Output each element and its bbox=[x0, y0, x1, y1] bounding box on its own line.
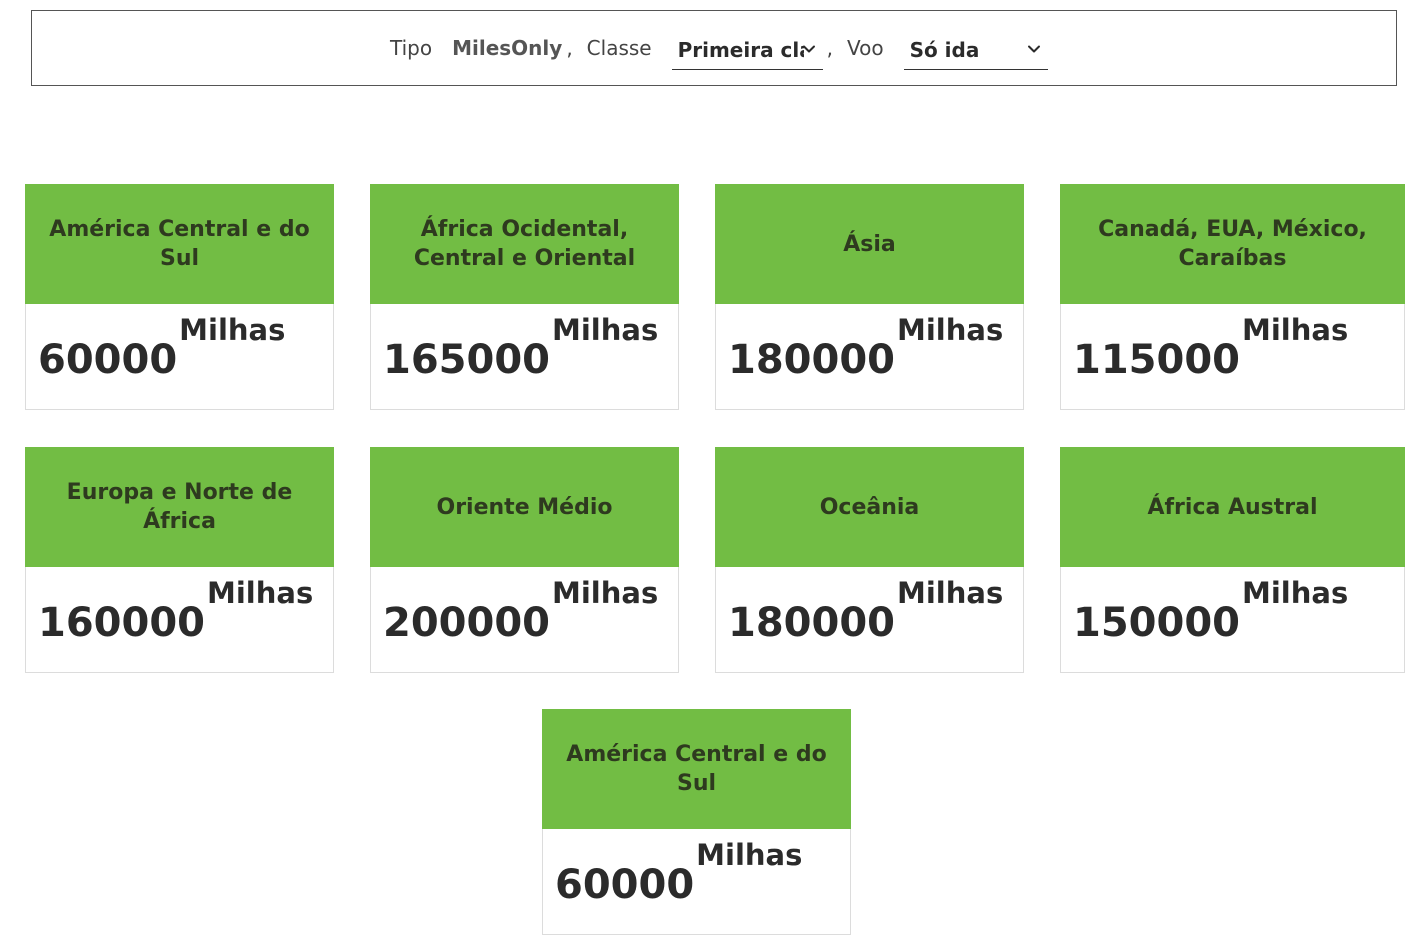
filter-bar: Tipo MilesOnly , Classe Primeira classe … bbox=[31, 10, 1397, 86]
miles-value: 165000 bbox=[383, 337, 550, 383]
miles-value: 160000 bbox=[38, 600, 205, 646]
miles-unit: Milhas bbox=[207, 576, 314, 610]
region-name: América Central e do Sul bbox=[566, 742, 827, 796]
region-card-header: Oceânia bbox=[715, 447, 1024, 567]
region-card[interactable]: Europa e Norte de África 160000Milhas bbox=[25, 447, 334, 673]
region-card-price: 180000Milhas bbox=[728, 576, 1004, 646]
region-card[interactable]: América Central e do Sul 60000Milhas bbox=[25, 184, 334, 410]
region-card-header: África Ocidental, Central e Oriental bbox=[370, 184, 679, 304]
miles-value: 200000 bbox=[383, 600, 550, 646]
voo-select[interactable]: Só ida bbox=[903, 30, 1048, 70]
region-card-header: Europa e Norte de África bbox=[25, 447, 334, 567]
miles-unit: Milhas bbox=[696, 838, 803, 872]
miles-unit: Milhas bbox=[1242, 576, 1349, 610]
chevron-down-icon bbox=[1027, 45, 1040, 53]
region-card[interactable]: Oceânia 180000Milhas bbox=[715, 447, 1024, 673]
region-card-price: 60000Milhas bbox=[555, 838, 803, 908]
miles-value: 60000 bbox=[555, 862, 695, 908]
classe-label: Classe bbox=[586, 36, 652, 60]
miles-value: 180000 bbox=[728, 337, 895, 383]
filter-row: Tipo MilesOnly , Classe Primeira classe … bbox=[390, 11, 1048, 85]
region-card-price: 165000Milhas bbox=[383, 313, 659, 383]
region-card-price: 160000Milhas bbox=[38, 576, 314, 646]
region-card-header: América Central e do Sul bbox=[542, 709, 851, 829]
region-name: África Austral bbox=[1147, 494, 1318, 520]
voo-label: Voo bbox=[846, 36, 884, 60]
region-name: Oceânia bbox=[819, 494, 920, 520]
voo-selected-value: Só ida bbox=[909, 37, 980, 62]
separator: , bbox=[566, 36, 573, 60]
tipo-label: Tipo bbox=[390, 36, 433, 60]
region-card-price: 115000Milhas bbox=[1073, 313, 1349, 383]
chevron-down-icon bbox=[802, 45, 815, 53]
miles-unit: Milhas bbox=[179, 313, 286, 347]
region-name: Europa e Norte de África bbox=[66, 480, 293, 534]
region-name: Canadá, EUA, México, Caraíbas bbox=[1098, 217, 1367, 271]
region-card[interactable]: África Austral 150000Milhas bbox=[1060, 447, 1405, 673]
miles-unit: Milhas bbox=[552, 576, 659, 610]
miles-value: 115000 bbox=[1073, 337, 1240, 383]
region-name: Ásia bbox=[843, 231, 896, 257]
miles-unit: Milhas bbox=[897, 576, 1004, 610]
region-card-price: 150000Milhas bbox=[1073, 576, 1349, 646]
region-card-price: 200000Milhas bbox=[383, 576, 659, 646]
classe-select[interactable]: Primeira classe bbox=[671, 30, 823, 70]
region-card[interactable]: Oriente Médio 200000Milhas bbox=[370, 447, 679, 673]
region-name: África Ocidental, Central e Oriental bbox=[413, 217, 636, 271]
region-card-header: Ásia bbox=[715, 184, 1024, 304]
region-name: Oriente Médio bbox=[436, 494, 613, 520]
region-card[interactable]: Canadá, EUA, México, Caraíbas 115000Milh… bbox=[1060, 184, 1405, 410]
region-card-header: Canadá, EUA, México, Caraíbas bbox=[1060, 184, 1405, 304]
miles-unit: Milhas bbox=[552, 313, 659, 347]
region-card[interactable]: Ásia 180000Milhas bbox=[715, 184, 1024, 410]
miles-value: 60000 bbox=[38, 337, 178, 383]
region-card-price: 60000Milhas bbox=[38, 313, 286, 383]
miles-value: 150000 bbox=[1073, 600, 1240, 646]
region-card-price: 180000Milhas bbox=[728, 313, 1004, 383]
region-card[interactable]: América Central e do Sul 60000Milhas bbox=[542, 709, 851, 935]
miles-unit: Milhas bbox=[897, 313, 1004, 347]
miles-value: 180000 bbox=[728, 600, 895, 646]
miles-unit: Milhas bbox=[1242, 313, 1349, 347]
classe-selected-value: Primeira classe bbox=[677, 37, 804, 62]
region-card-header: América Central e do Sul bbox=[25, 184, 334, 304]
region-card-header: Oriente Médio bbox=[370, 447, 679, 567]
tipo-value: MilesOnly bbox=[452, 36, 563, 60]
separator: , bbox=[826, 36, 833, 60]
region-card-header: África Austral bbox=[1060, 447, 1405, 567]
region-name: América Central e do Sul bbox=[49, 217, 310, 271]
region-card[interactable]: África Ocidental, Central e Oriental 165… bbox=[370, 184, 679, 410]
